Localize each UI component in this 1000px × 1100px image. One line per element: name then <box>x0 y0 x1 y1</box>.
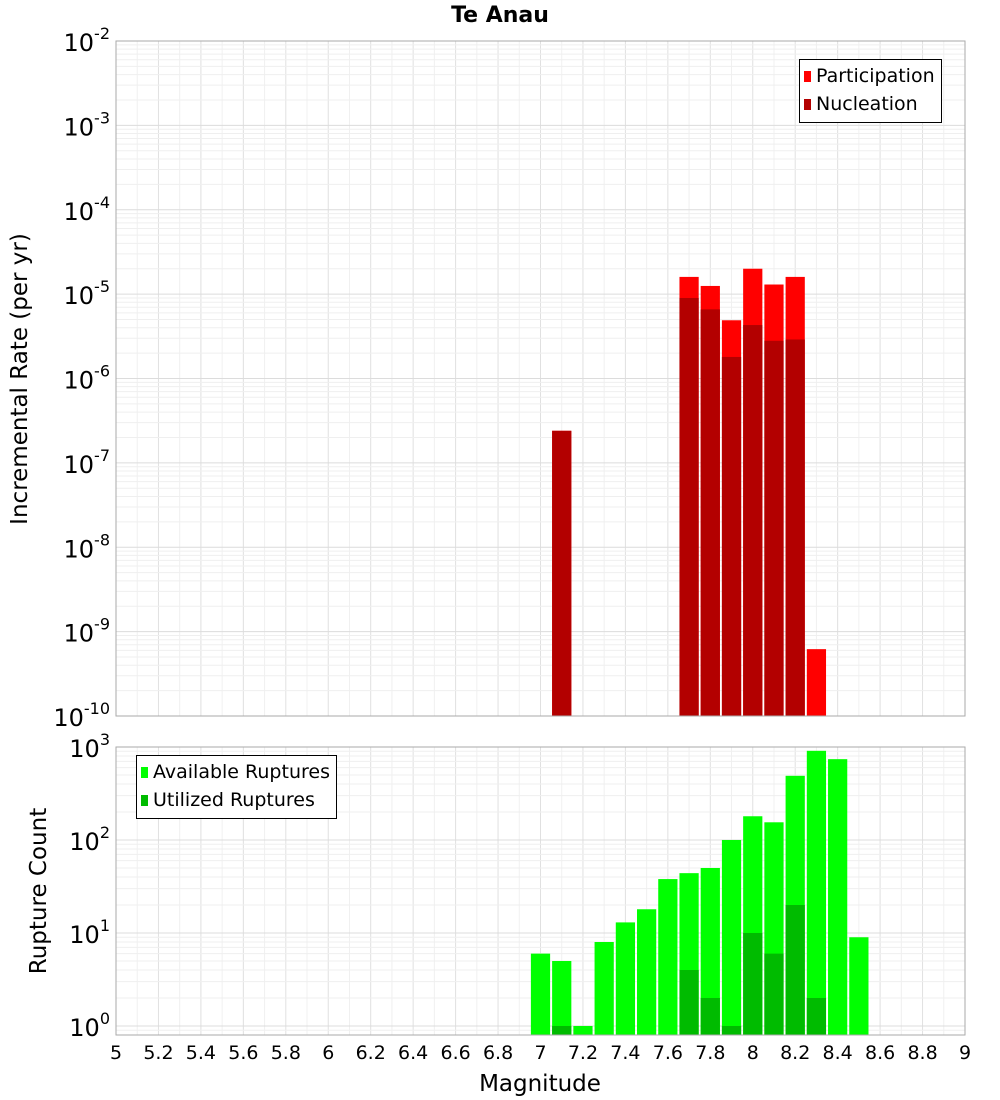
chart-title: Te Anau <box>451 3 549 28</box>
x-tick-label: 5.4 <box>186 1042 216 1064</box>
top-plot-grid <box>115 41 966 717</box>
bottom-bar-available-ruptures <box>700 867 720 1035</box>
legend-label-available-ruptures: Available Ruptures <box>153 761 330 783</box>
legend-label-utilized-ruptures: Utilized Ruptures <box>153 789 315 811</box>
x-tick-label: 5 <box>110 1042 122 1064</box>
y-tick-label: 10-3 <box>64 108 111 141</box>
x-tick-label: 7 <box>534 1042 546 1064</box>
x-tick-label: 7.8 <box>695 1042 725 1064</box>
x-tick-label: 6 <box>322 1042 334 1064</box>
bottom-bar-utilized-ruptures <box>679 969 699 1035</box>
bottom-bar-available-ruptures <box>573 1025 593 1035</box>
bottom-bar-available-ruptures <box>721 839 742 1035</box>
top-plot-frame <box>115 40 966 717</box>
y-tick-label: 10-2 <box>64 24 111 57</box>
top-bar-nucleation <box>700 309 720 716</box>
x-tick-label: 6.6 <box>440 1042 470 1064</box>
y-tick-label: 10-8 <box>64 530 111 563</box>
x-tick-label: 8.6 <box>865 1042 895 1064</box>
bottom-bar-available-ruptures <box>806 750 827 1035</box>
legend-item-utilized-ruptures: Utilized Ruptures <box>141 786 330 814</box>
x-tick-label: 5.6 <box>228 1042 258 1064</box>
bottom-bar-utilized-ruptures <box>743 932 763 1035</box>
top-y-tick-labels: 10-2 10-3 10-4 10-5 10-6 10-7 10-8 10-9 10-10 <box>53 24 110 732</box>
top-plot-bars <box>552 268 827 716</box>
bottom-bar-utilized-ruptures <box>806 997 827 1035</box>
x-tick-label: 7.6 <box>653 1042 683 1064</box>
x-axis-label: Magnitude <box>479 1071 601 1097</box>
bottom-bar-available-ruptures <box>552 960 572 1035</box>
utilized-ruptures-swatch <box>141 794 148 806</box>
top-bar-nucleation <box>552 430 572 716</box>
bottom-plot-bars <box>530 750 869 1035</box>
x-tick-label: 6.4 <box>398 1042 428 1064</box>
bottom-bar-utilized-ruptures <box>552 1025 572 1035</box>
top-bar-nucleation <box>785 339 805 716</box>
top-y-axis-label: Incremental Rate (per yr) <box>7 233 33 525</box>
bottom-bar-utilized-ruptures <box>721 1025 742 1035</box>
x-tick-label: 8 <box>747 1042 759 1064</box>
x-tick-label: 6.8 <box>483 1042 513 1064</box>
x-tick-label: 6.2 <box>356 1042 386 1064</box>
bottom-bar-utilized-ruptures <box>785 904 805 1035</box>
legend-label-nucleation: Nucleation <box>816 93 918 115</box>
y-tick-label: 10-6 <box>64 362 111 395</box>
x-tick-label: 8.4 <box>823 1042 853 1064</box>
bottom-legend: Available Ruptures Utilized Ruptures <box>136 755 337 819</box>
y-tick-label: 10-9 <box>64 615 111 648</box>
y-tick-label: 10-10 <box>53 699 110 732</box>
top-bar-nucleation <box>679 297 699 716</box>
bottom-y-tick-labels: 103 102 101 100 <box>69 730 110 1042</box>
x-tick-label: 5.2 <box>143 1042 173 1064</box>
top-bar-nucleation <box>743 325 763 716</box>
bottom-bar-available-ruptures <box>828 759 848 1035</box>
bottom-bar-available-ruptures <box>658 879 678 1035</box>
x-tick-label: 5.8 <box>271 1042 301 1064</box>
bottom-plot-frame <box>115 746 966 1036</box>
top-bar-nucleation <box>764 340 784 716</box>
legend-item-participation: Participation <box>804 62 935 90</box>
bottom-bar-available-ruptures <box>594 942 614 1035</box>
nucleation-swatch <box>804 98 811 110</box>
participation-swatch <box>804 70 811 82</box>
legend-label-participation: Participation <box>816 65 935 87</box>
y-tick-label: 102 <box>69 823 110 856</box>
legend-item-available-ruptures: Available Ruptures <box>141 758 330 786</box>
bottom-bar-available-ruptures <box>615 922 636 1035</box>
available-ruptures-swatch <box>141 766 148 778</box>
x-tick-label: 8.8 <box>907 1042 937 1064</box>
x-tick-label: 9 <box>959 1042 971 1064</box>
y-tick-label: 10-4 <box>64 193 111 226</box>
legend-item-nucleation: Nucleation <box>804 90 935 118</box>
bottom-bar-available-ruptures <box>530 953 551 1035</box>
bottom-bar-utilized-ruptures <box>700 997 720 1035</box>
top-bar-participation <box>806 649 827 716</box>
y-tick-label: 101 <box>69 916 110 949</box>
top-bar-nucleation <box>721 356 742 716</box>
y-tick-label: 103 <box>69 730 110 763</box>
x-tick-label: 7.2 <box>568 1042 598 1064</box>
top-legend: Participation Nucleation <box>799 59 942 123</box>
bottom-bar-available-ruptures <box>637 909 657 1035</box>
x-tick-labels: 5 5.2 5.4 5.6 5.8 6 6.2 6.4 6.6 6.8 7 7.2 7.4 7.6 7.8 8… <box>110 1042 971 1064</box>
bottom-y-axis-label: Rupture Count <box>26 808 52 974</box>
y-tick-label: 10-5 <box>64 277 111 310</box>
x-tick-label: 8.2 <box>780 1042 810 1064</box>
bottom-bar-utilized-ruptures <box>764 953 784 1035</box>
x-tick-label: 7.4 <box>610 1042 640 1064</box>
bottom-bar-available-ruptures <box>849 937 869 1035</box>
y-tick-label: 10-7 <box>64 446 111 479</box>
y-tick-label: 100 <box>69 1009 110 1042</box>
